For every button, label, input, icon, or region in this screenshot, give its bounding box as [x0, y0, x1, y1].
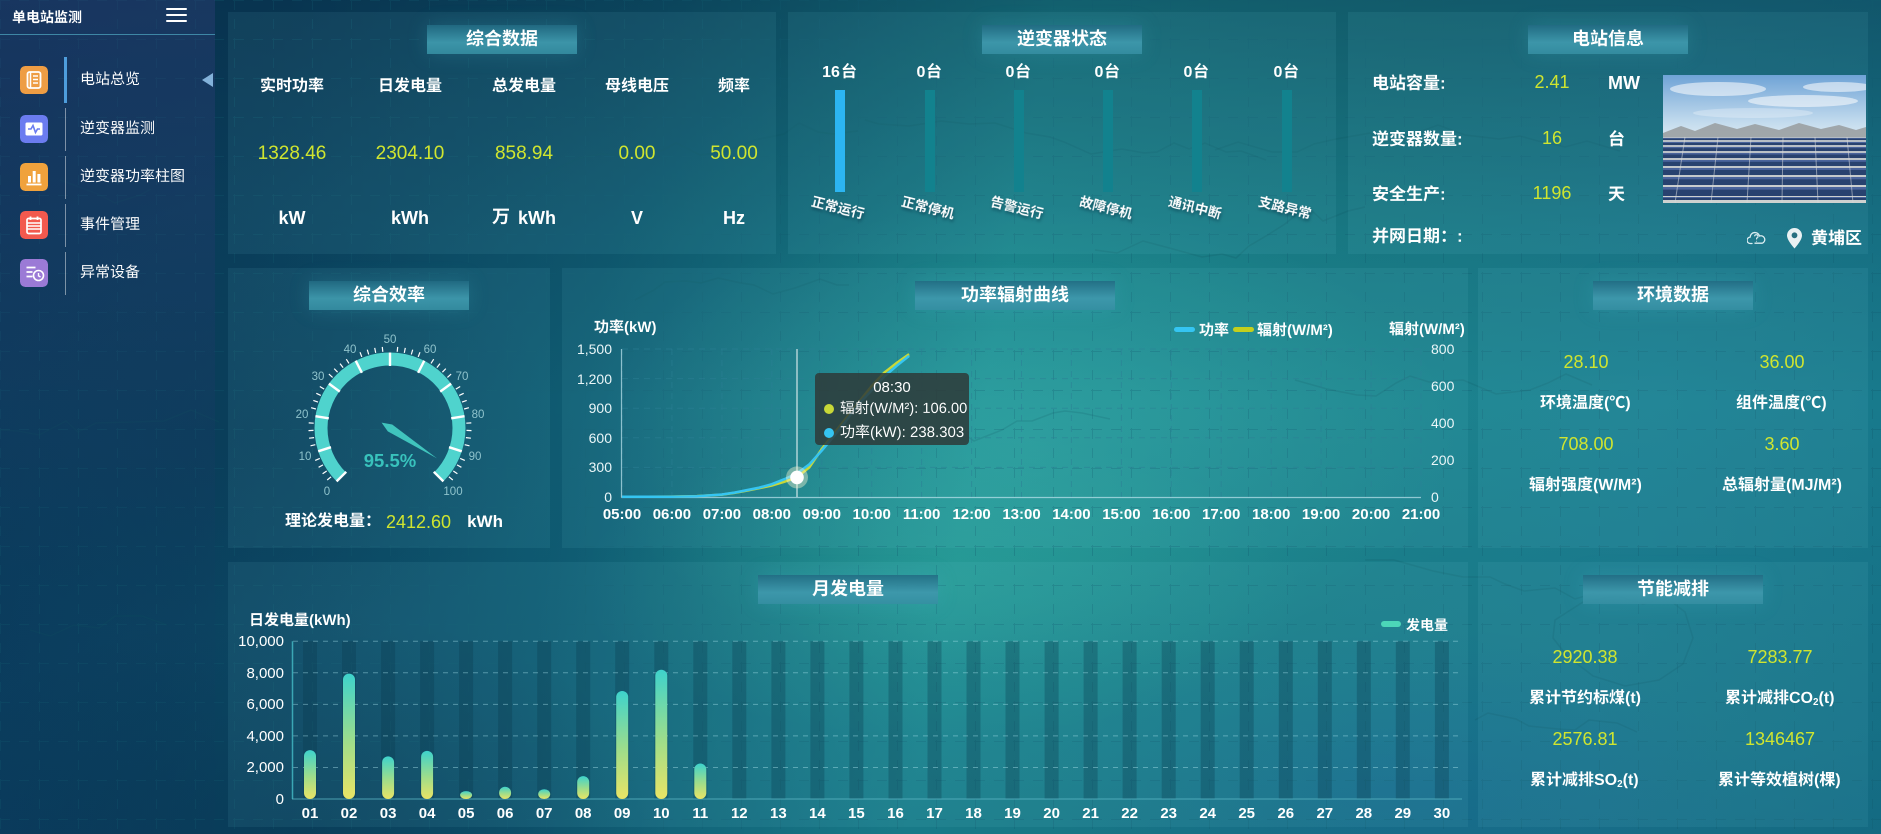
svg-text:6,000: 6,000 — [246, 696, 284, 713]
svg-text:60: 60 — [424, 344, 437, 356]
svg-text:200: 200 — [1431, 452, 1455, 468]
svg-text:27: 27 — [1316, 805, 1333, 822]
svg-text:02: 02 — [341, 805, 358, 822]
svg-text:19:00: 19:00 — [1302, 506, 1340, 523]
svg-text:10,000: 10,000 — [238, 633, 284, 650]
svg-text:23: 23 — [1160, 805, 1177, 822]
svg-text:900: 900 — [589, 400, 613, 416]
svg-text:18: 18 — [965, 805, 982, 822]
svg-text:19: 19 — [1004, 805, 1021, 822]
svg-text:22: 22 — [1121, 805, 1138, 822]
svg-text:29: 29 — [1394, 805, 1411, 822]
svg-text:16:00: 16:00 — [1152, 506, 1190, 523]
svg-text:800: 800 — [1431, 341, 1455, 357]
svg-text:06:00: 06:00 — [653, 506, 691, 523]
svg-text:0: 0 — [604, 489, 612, 505]
svg-text:100: 100 — [443, 486, 462, 498]
svg-text:12:00: 12:00 — [952, 506, 990, 523]
svg-text:08:00: 08:00 — [753, 506, 791, 523]
svg-text:4,000: 4,000 — [246, 728, 284, 745]
svg-text:14:00: 14:00 — [1052, 506, 1090, 523]
svg-text:0: 0 — [1431, 489, 1439, 505]
svg-text:40: 40 — [344, 344, 357, 356]
svg-text:20:00: 20:00 — [1352, 506, 1390, 523]
svg-text:0: 0 — [276, 791, 284, 808]
svg-text:300: 300 — [589, 459, 613, 475]
svg-text:11:00: 11:00 — [903, 506, 941, 523]
svg-text:21:00: 21:00 — [1402, 506, 1440, 523]
svg-text:600: 600 — [589, 430, 613, 446]
svg-text:90: 90 — [469, 451, 482, 463]
svg-text:11: 11 — [692, 805, 708, 822]
svg-text:8,000: 8,000 — [246, 665, 284, 682]
svg-text:0: 0 — [324, 486, 330, 498]
svg-text:20: 20 — [1043, 805, 1060, 822]
svg-text:26: 26 — [1277, 805, 1294, 822]
svg-text:1,200: 1,200 — [577, 371, 612, 387]
svg-text:80: 80 — [472, 409, 485, 421]
svg-text:07:00: 07:00 — [703, 506, 741, 523]
svg-text:400: 400 — [1431, 415, 1455, 431]
svg-text:07: 07 — [536, 805, 553, 822]
svg-text:30: 30 — [1434, 805, 1451, 822]
svg-text:13:00: 13:00 — [1002, 506, 1040, 523]
svg-text:06: 06 — [497, 805, 514, 822]
svg-text:20: 20 — [296, 409, 309, 421]
svg-text:18:00: 18:00 — [1252, 506, 1290, 523]
svg-text:17: 17 — [926, 805, 943, 822]
svg-text:05:00: 05:00 — [603, 506, 641, 523]
svg-text:01: 01 — [302, 805, 319, 822]
svg-text:09:00: 09:00 — [803, 506, 841, 523]
svg-text:24: 24 — [1199, 805, 1216, 822]
svg-text:09: 09 — [614, 805, 631, 822]
svg-text:70: 70 — [456, 371, 469, 383]
svg-text:10:00: 10:00 — [853, 506, 891, 523]
svg-text:28: 28 — [1355, 805, 1372, 822]
svg-text:04: 04 — [419, 805, 436, 822]
svg-text:10: 10 — [299, 451, 312, 463]
svg-text:30: 30 — [312, 371, 325, 383]
svg-text:50: 50 — [384, 334, 397, 346]
svg-text:08: 08 — [575, 805, 592, 822]
svg-text:21: 21 — [1082, 805, 1099, 822]
svg-text:17:00: 17:00 — [1202, 506, 1240, 523]
svg-text:2,000: 2,000 — [246, 759, 284, 776]
svg-text:15: 15 — [848, 805, 865, 822]
svg-text:600: 600 — [1431, 378, 1455, 394]
svg-text:13: 13 — [770, 805, 787, 822]
svg-text:10: 10 — [653, 805, 670, 822]
svg-text:25: 25 — [1238, 805, 1255, 822]
svg-text:1,500: 1,500 — [577, 341, 612, 357]
svg-text:12: 12 — [731, 805, 748, 822]
svg-text:15:00: 15:00 — [1102, 506, 1140, 523]
svg-text:16: 16 — [887, 805, 904, 822]
svg-text:14: 14 — [809, 805, 826, 822]
svg-text:05: 05 — [458, 805, 475, 822]
svg-text:03: 03 — [380, 805, 397, 822]
